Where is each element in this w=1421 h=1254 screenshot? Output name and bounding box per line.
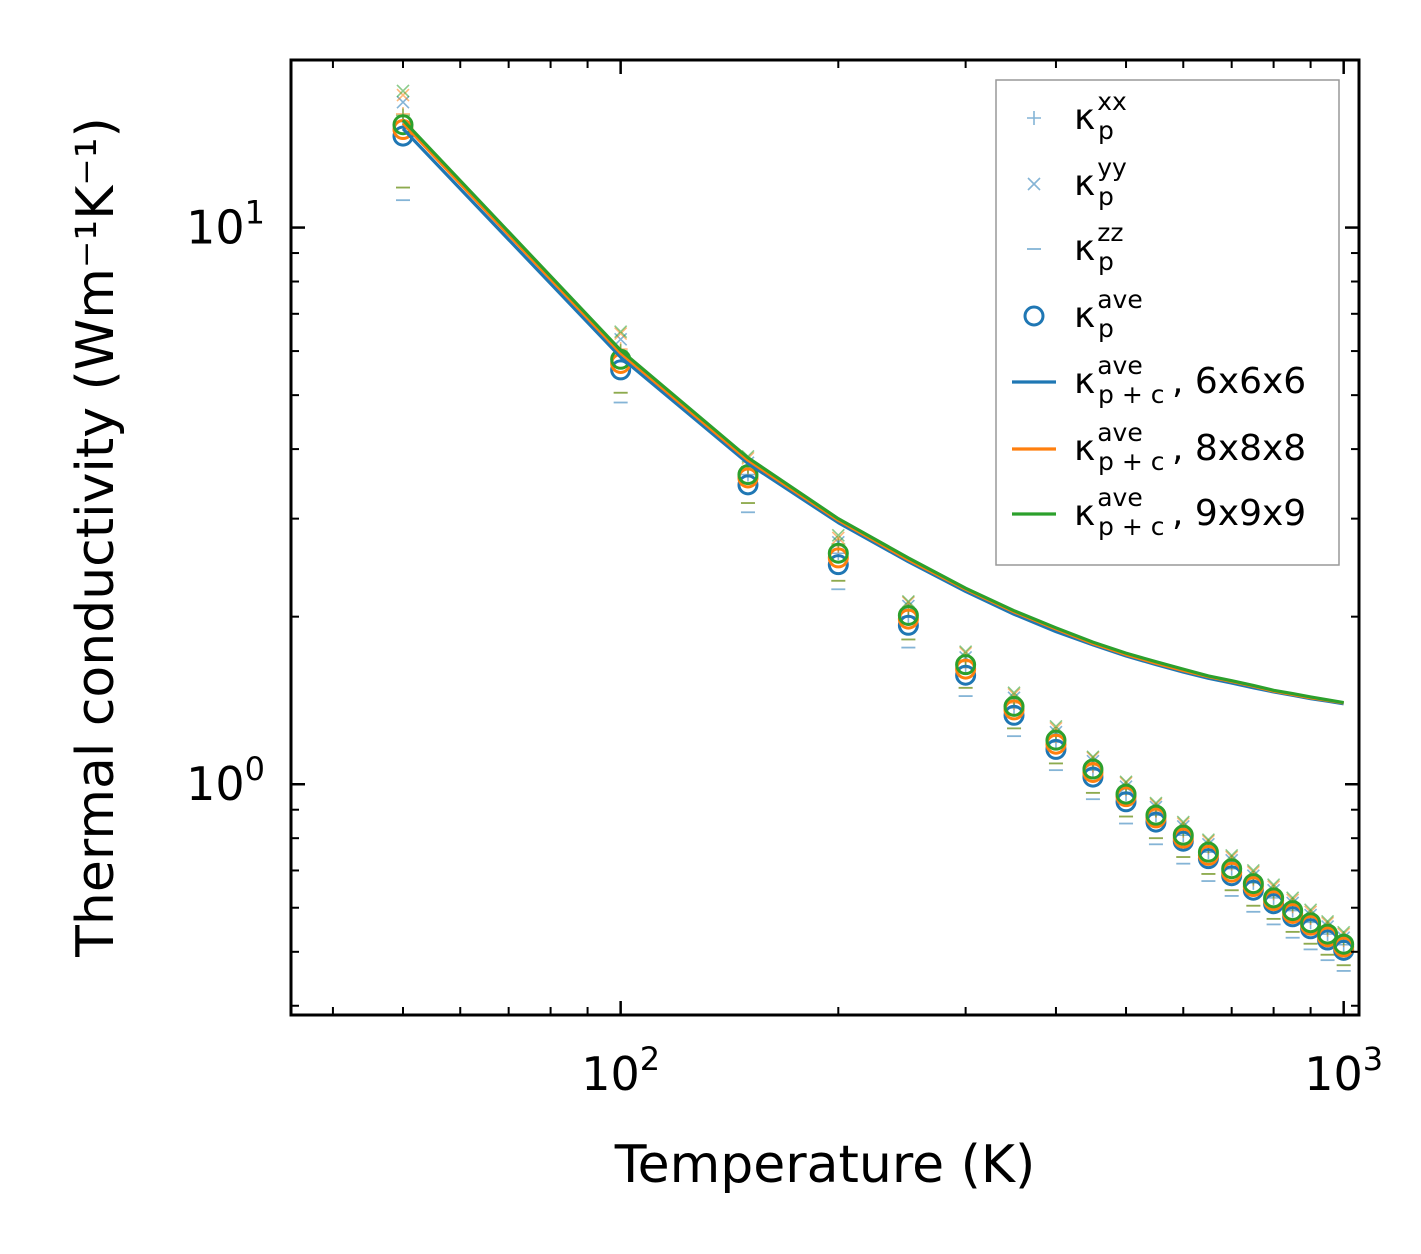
axes-frame <box>289 58 1361 1017</box>
x-tick-label: 103 <box>1304 1040 1383 1101</box>
kave-point <box>1045 729 1067 751</box>
legend-marker <box>1023 305 1045 327</box>
y-axis-label: Thermal conductivity (Wm⁻¹K⁻¹) <box>66 117 126 958</box>
kave-point <box>1317 923 1339 945</box>
kave-point <box>392 114 414 136</box>
kyy-point <box>831 531 845 545</box>
kyy-point <box>614 327 628 341</box>
legend-box <box>995 79 1340 566</box>
kave-point <box>1197 841 1219 863</box>
legend-label: κave <box>1074 285 1143 336</box>
kave-point <box>955 654 977 676</box>
legend-label: κxx <box>1074 87 1127 138</box>
legend-subscript: p + c <box>1098 512 1164 541</box>
legend-label: κave <box>1074 483 1143 534</box>
legend-subscript: p + c <box>1098 380 1164 409</box>
kave-point <box>1263 887 1285 909</box>
legend-suffix: , 6x6x6 <box>1172 361 1306 402</box>
kave-point <box>737 464 759 486</box>
kave-point <box>897 604 919 626</box>
kave-point <box>610 359 632 381</box>
legend-subscript: p + c <box>1098 447 1164 476</box>
kave-point <box>827 554 849 576</box>
legend-label: κave <box>1074 351 1143 402</box>
x-axis-label: Temperature (K) <box>614 1135 1036 1195</box>
legend-subscript: p <box>1098 314 1114 343</box>
kave-point <box>1115 783 1137 805</box>
series-kzz <box>395 186 1351 972</box>
kyy-point <box>831 528 845 542</box>
kave-point <box>1172 824 1194 846</box>
kave-point <box>1145 804 1167 826</box>
legend-marker <box>1027 177 1041 191</box>
kave-point <box>1003 695 1025 717</box>
legend-label: κyy <box>1074 153 1127 204</box>
legend-suffix: , 9x9x9 <box>1172 493 1306 534</box>
kave-point <box>955 664 977 686</box>
axis-ticks: 102 103 100 101 <box>186 59 1383 1101</box>
kave-point <box>1242 873 1264 895</box>
legend-label: κave <box>1074 418 1143 469</box>
kyy-point <box>614 325 628 339</box>
kave-point <box>1282 900 1304 922</box>
kave-point <box>827 542 849 564</box>
kave-point <box>1082 758 1104 780</box>
kave-point <box>1221 858 1243 880</box>
legend-marker <box>1027 111 1041 125</box>
legend-suffix: , 8x8x8 <box>1172 428 1306 469</box>
kyy-point <box>396 84 410 98</box>
legend-subscript: p <box>1098 182 1114 211</box>
kave-point <box>897 614 919 636</box>
line-9x9x9 <box>401 118 1344 705</box>
kave-point <box>737 474 759 496</box>
y-tick-label: 100 <box>186 750 265 811</box>
legend-subscript: p <box>1098 247 1114 276</box>
x-tick-label: 102 <box>581 1040 660 1101</box>
kave-point <box>1333 933 1355 955</box>
legend-label: κzz <box>1074 218 1123 269</box>
kyy-point <box>901 594 915 609</box>
legend-subscript: p <box>1098 116 1114 145</box>
kave-point <box>1300 912 1322 934</box>
plot-area <box>392 84 1355 972</box>
y-tick-label: 101 <box>186 194 265 255</box>
kyy-point <box>396 88 410 102</box>
